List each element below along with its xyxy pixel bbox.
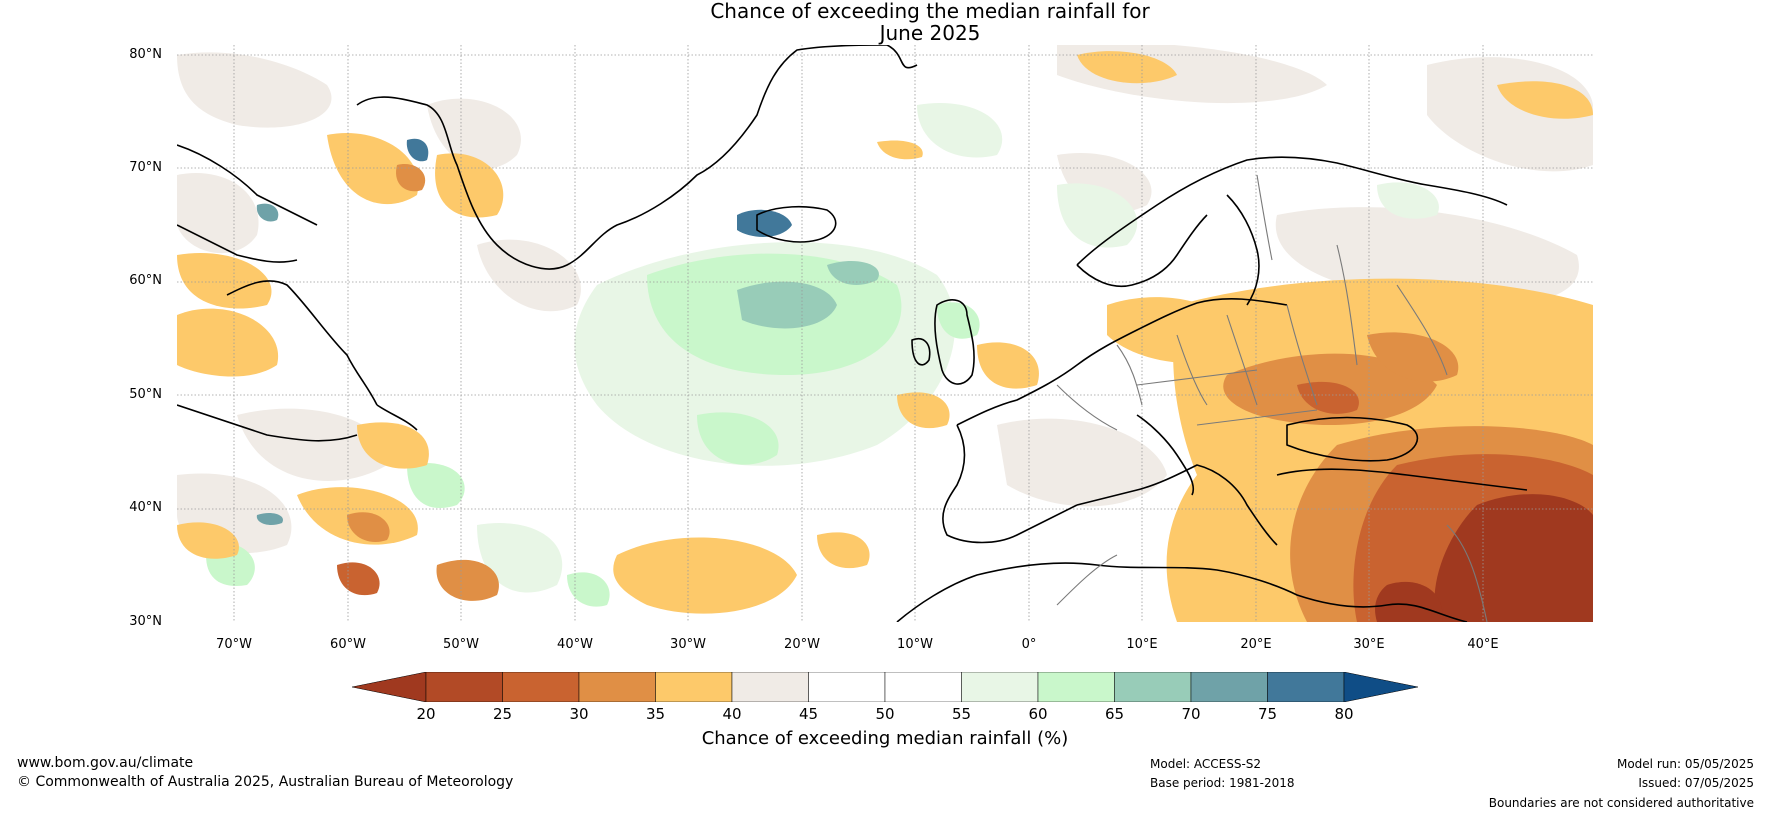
colorbar-segment	[425, 672, 503, 702]
title-line-1: Chance of exceeding the median rainfall …	[710, 0, 1150, 23]
colorbar-segment	[578, 672, 656, 702]
colorbar-segment	[1037, 672, 1115, 702]
colorbar-label: Chance of exceeding median rainfall (%)	[701, 728, 1069, 749]
colorbar	[352, 672, 1418, 702]
copyright-text: © Commonwealth of Australia 2025, Austra…	[17, 774, 514, 790]
colorbar-tick-label: 70	[1181, 705, 1201, 723]
colorbar-segment	[731, 672, 809, 702]
colorbar-segment	[655, 672, 733, 702]
colorbar-segment	[808, 672, 886, 702]
title-line-2: June 2025	[879, 21, 981, 45]
colorbar-tick-label: 30	[569, 705, 589, 723]
blue-patches	[256, 138, 792, 526]
lon-label-30w: 30°W	[670, 637, 706, 652]
lon-label-50w: 50°W	[443, 637, 479, 652]
colorbar-tick-label: 60	[1028, 705, 1048, 723]
colorbar-segment	[884, 672, 962, 702]
coastlines	[177, 45, 1528, 622]
deep-brown-patches	[1375, 494, 1593, 622]
lat-label-80n: 80°N	[129, 47, 162, 62]
map-canvas	[177, 45, 1593, 622]
colorbar-tick-label: 50	[875, 705, 895, 723]
colorbar-tick-label: 45	[798, 705, 819, 723]
colorbar-tick-label: 20	[416, 705, 436, 723]
colorbar-segment	[1190, 672, 1268, 702]
colorbar-tick-label: 65	[1104, 705, 1125, 723]
colorbar-tick-label: 55	[951, 705, 972, 723]
lon-label-20e: 20°E	[1240, 637, 1272, 652]
lon-label-10e: 10°E	[1126, 637, 1158, 652]
colorbar-tick-label: 25	[492, 705, 513, 723]
lon-label-20w: 20°W	[784, 637, 820, 652]
colorbar-tick-label: 75	[1257, 705, 1278, 723]
lat-label-70n: 70°N	[129, 160, 162, 175]
colorbar-segment	[502, 672, 580, 702]
colorbar-tick-label: 35	[645, 705, 666, 723]
issued-text: Issued: 07/05/2025	[1638, 776, 1754, 790]
colorbar-tick-label: 40	[722, 705, 742, 723]
model-text: Model: ACCESS-S2	[1150, 757, 1262, 771]
lon-label-10w: 10°W	[897, 637, 933, 652]
lat-label-60n: 60°N	[129, 273, 162, 288]
disclaimer-text: Boundaries are not considered authoritat…	[1488, 796, 1754, 810]
colorbar-segment	[961, 672, 1039, 702]
lon-label-70w: 70°W	[216, 637, 252, 652]
lat-label-30n: 30°N	[129, 614, 162, 629]
lon-label-0: 0°	[1021, 637, 1037, 652]
lat-label-50n: 50°N	[129, 387, 162, 402]
colorbar-extend-low	[352, 672, 427, 702]
colorbar-segment	[1267, 672, 1345, 702]
lon-label-60w: 60°W	[330, 637, 366, 652]
rainfall-map	[177, 45, 1593, 622]
country-borders	[1056, 174, 1488, 622]
colorbar-extend-high	[1343, 672, 1418, 702]
base-period-text: Base period: 1981-2018	[1150, 776, 1295, 790]
lat-label-40n: 40°N	[129, 500, 162, 515]
lon-label-40e: 40°E	[1467, 637, 1499, 652]
colorbar-tick-label: 80	[1334, 705, 1354, 723]
website-link[interactable]: www.bom.gov.au/climate	[17, 755, 194, 771]
chart-title: Chance of exceeding the median rainfall …	[0, 0, 1770, 44]
colorbar-segment	[1114, 672, 1192, 702]
lon-label-30e: 30°E	[1353, 637, 1385, 652]
colorbar-segments	[352, 672, 1418, 702]
model-run-text: Model run: 05/05/2025	[1616, 757, 1754, 771]
lon-label-40w: 40°W	[557, 637, 593, 652]
